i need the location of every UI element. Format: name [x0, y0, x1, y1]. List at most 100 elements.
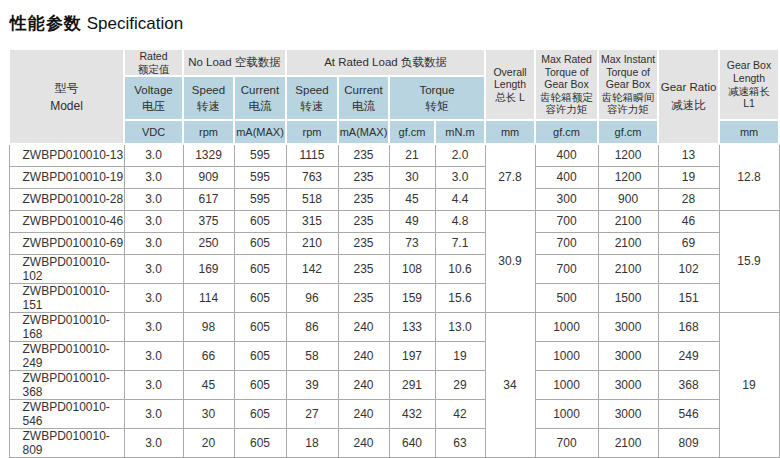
- cell-torque-gfcm: 197: [389, 341, 435, 370]
- cell-voltage: 3.0: [124, 188, 183, 210]
- page-title-en: Specification: [87, 14, 183, 33]
- cell-rated-current: 235: [338, 188, 389, 210]
- cell-model: ZWBPD010010-151: [9, 283, 124, 312]
- cell-model: ZWBPD010010-13: [9, 144, 124, 166]
- cell-no-load-speed: 98: [183, 312, 234, 341]
- cell-max-instant-torque: 3000: [598, 312, 658, 341]
- unit-mm-overall: mm: [485, 120, 535, 144]
- cell-max-rated-torque: 500: [535, 283, 598, 312]
- specification-table: 型号 Model Rated 额定值 No Load 空载数据 At Rated…: [8, 48, 780, 458]
- cell-no-load-speed: 66: [183, 341, 234, 370]
- cell-torque-mnm: 63: [435, 428, 485, 457]
- cell-gear-ratio: 368: [658, 370, 719, 399]
- cell-torque-gfcm: 133: [389, 312, 435, 341]
- cell-torque-mnm: 10.6: [435, 254, 485, 283]
- header-model: 型号 Model: [9, 49, 124, 144]
- header-max-rated-torque: Max Rated Torque of Gear Box 齿轮箱额定 容许力矩: [535, 49, 598, 120]
- cell-no-load-current: 605: [234, 341, 286, 370]
- cell-rated-speed: 518: [286, 188, 338, 210]
- cell-rated-current: 235: [338, 283, 389, 312]
- cell-voltage: 3.0: [124, 232, 183, 254]
- cell-max-instant-torque: 3000: [598, 399, 658, 428]
- cell-torque-mnm: 19: [435, 341, 485, 370]
- cell-no-load-current: 605: [234, 254, 286, 283]
- cell-torque-gfcm: 21: [389, 144, 435, 166]
- table-header: 型号 Model Rated 额定值 No Load 空载数据 At Rated…: [9, 49, 779, 144]
- cell-rated-speed: 96: [286, 283, 338, 312]
- cell-no-load-current: 595: [234, 188, 286, 210]
- table-row: ZWBPD010010-1683.0986058624013313.034100…: [9, 312, 779, 341]
- header-no-load: No Load 空载数据: [183, 49, 286, 76]
- unit-gfcm-max-rated: gf.cm: [535, 120, 598, 144]
- cell-rated-speed: 27: [286, 399, 338, 428]
- cell-no-load-speed: 1329: [183, 144, 234, 166]
- cell-max-instant-torque: 900: [598, 188, 658, 210]
- cell-rated-current: 240: [338, 428, 389, 457]
- header-torque: Torque 转矩: [389, 76, 485, 120]
- cell-rated-speed: 763: [286, 166, 338, 188]
- cell-torque-mnm: 15.6: [435, 283, 485, 312]
- cell-model: ZWBPD010010-69: [9, 232, 124, 254]
- cell-voltage: 3.0: [124, 370, 183, 399]
- cell-rated-speed: 315: [286, 210, 338, 232]
- cell-rated-current: 235: [338, 254, 389, 283]
- cell-no-load-speed: 909: [183, 166, 234, 188]
- cell-torque-mnm: 13.0: [435, 312, 485, 341]
- cell-gear-ratio: 546: [658, 399, 719, 428]
- cell-max-instant-torque: 2100: [598, 428, 658, 457]
- cell-gearbox-length: 19: [719, 312, 779, 457]
- cell-max-rated-torque: 400: [535, 144, 598, 166]
- cell-max-rated-torque: 700: [535, 232, 598, 254]
- cell-model: ZWBPD010010-168: [9, 312, 124, 341]
- cell-voltage: 3.0: [124, 428, 183, 457]
- cell-no-load-current: 605: [234, 428, 286, 457]
- header-current-rated: Current 电流: [338, 76, 389, 120]
- header-row-groups: 型号 Model Rated 额定值 No Load 空载数据 At Rated…: [9, 49, 779, 76]
- header-speed-no-load: Speed 转速: [183, 76, 234, 120]
- cell-model: ZWBPD010010-102: [9, 254, 124, 283]
- cell-model: ZWBPD010010-809: [9, 428, 124, 457]
- unit-ma-no-load: mA(MAX): [234, 120, 286, 144]
- unit-gfcm-torque: gf.cm: [389, 120, 435, 144]
- cell-gear-ratio: 19: [658, 166, 719, 188]
- cell-gearbox-length: 15.9: [719, 210, 779, 312]
- cell-no-load-speed: 250: [183, 232, 234, 254]
- cell-voltage: 3.0: [124, 166, 183, 188]
- table-row: ZWBPD010010-1023.016960514223510810.6700…: [9, 254, 779, 283]
- cell-model: ZWBPD010010-546: [9, 399, 124, 428]
- cell-max-instant-torque: 2100: [598, 232, 658, 254]
- cell-torque-gfcm: 108: [389, 254, 435, 283]
- cell-max-rated-torque: 1000: [535, 341, 598, 370]
- cell-max-rated-torque: 700: [535, 428, 598, 457]
- cell-gear-ratio: 13: [658, 144, 719, 166]
- cell-rated-speed: 58: [286, 341, 338, 370]
- header-speed-rated: Speed 转速: [286, 76, 338, 120]
- cell-gear-ratio: 102: [658, 254, 719, 283]
- cell-overall-length: 34: [485, 312, 535, 457]
- cell-no-load-speed: 20: [183, 428, 234, 457]
- header-gear-ratio: Gear Ratio 减速比: [658, 49, 719, 144]
- cell-no-load-speed: 30: [183, 399, 234, 428]
- cell-voltage: 3.0: [124, 254, 183, 283]
- table-row: ZWBPD010010-2493.06660558240197191000300…: [9, 341, 779, 370]
- table-row: ZWBPD010010-193.0909595763235303.0400120…: [9, 166, 779, 188]
- cell-gear-ratio: 151: [658, 283, 719, 312]
- cell-gear-ratio: 28: [658, 188, 719, 210]
- cell-gear-ratio: 168: [658, 312, 719, 341]
- cell-rated-speed: 86: [286, 312, 338, 341]
- page-title-zh: 性能参数: [10, 14, 82, 33]
- cell-max-instant-torque: 1200: [598, 166, 658, 188]
- cell-model: ZWBPD010010-46: [9, 210, 124, 232]
- cell-max-rated-torque: 300: [535, 188, 598, 210]
- cell-rated-current: 235: [338, 210, 389, 232]
- cell-rated-current: 240: [338, 399, 389, 428]
- unit-gfcm-max-instant: gf.cm: [598, 120, 658, 144]
- cell-torque-mnm: 3.0: [435, 166, 485, 188]
- unit-mnm-torque: mN.m: [435, 120, 485, 144]
- cell-model: ZWBPD010010-28: [9, 188, 124, 210]
- cell-rated-speed: 18: [286, 428, 338, 457]
- header-voltage: Voltage 电压: [124, 76, 183, 120]
- page-title: 性能参数 Specification: [10, 12, 778, 35]
- cell-model: ZWBPD010010-368: [9, 370, 124, 399]
- unit-rpm-rated: rpm: [286, 120, 338, 144]
